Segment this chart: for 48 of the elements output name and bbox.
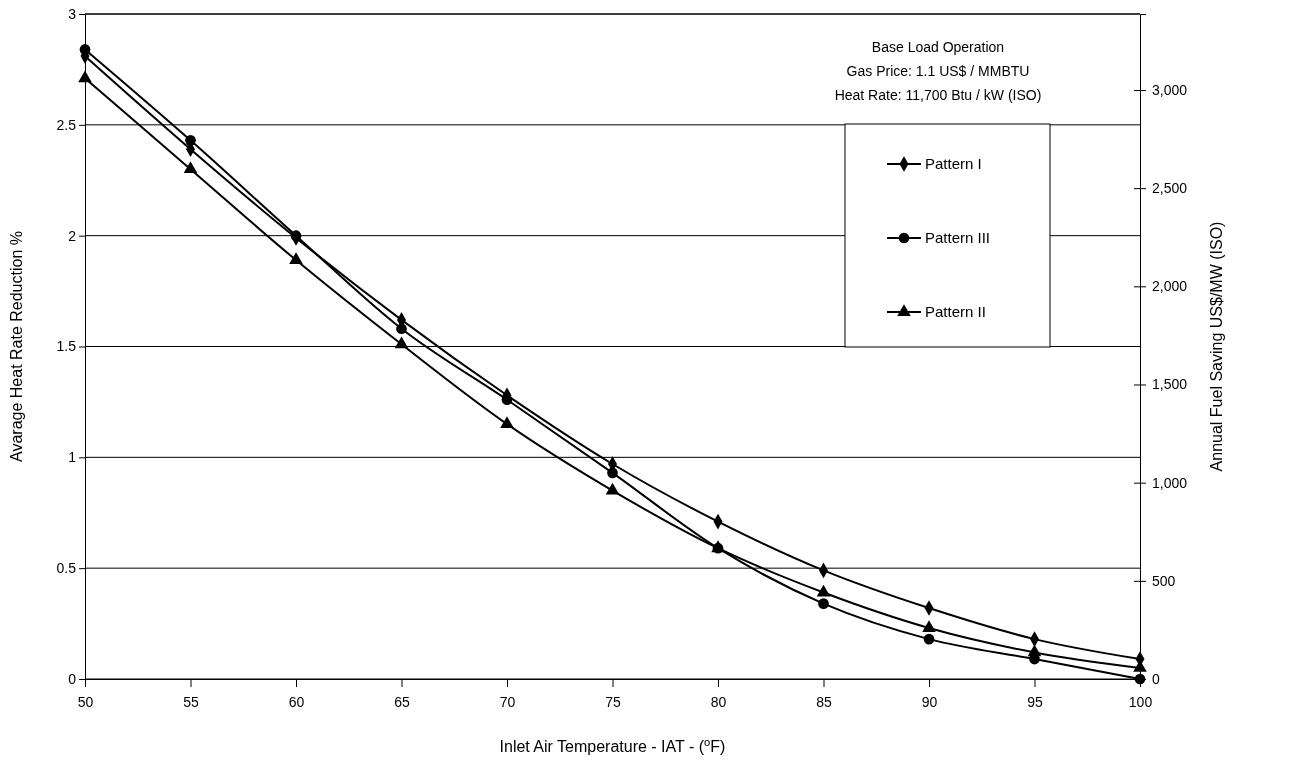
point <box>185 135 196 146</box>
x-tick-label: 60 <box>288 693 305 710</box>
x-tick-label: 80 <box>710 693 727 710</box>
y-tick-label: 1.5 <box>56 338 77 355</box>
point <box>923 633 935 645</box>
x-tick-label: 50 <box>77 693 94 710</box>
point <box>607 467 618 479</box>
x-tick-label: 70 <box>499 693 516 710</box>
y2-axis-title: Annual Fuel Saving US$/MW (ISO) <box>1208 221 1225 472</box>
y2-tick-label: 500 <box>1152 572 1176 589</box>
annotation: Base Load Operation <box>871 39 1005 55</box>
annotation: Gas Price: 1.1 US$ / MMBTU <box>846 63 1030 79</box>
legend-label: Pattern II <box>925 303 986 320</box>
point <box>818 598 829 609</box>
x-tick-label: 65 <box>394 693 410 710</box>
y2-tick-label: 2,500 <box>1152 180 1188 197</box>
y-tick-label: 0 <box>68 670 77 687</box>
point <box>183 161 198 174</box>
x-tick-label: 55 <box>183 693 199 710</box>
y2-tick-label: 0 <box>1152 670 1160 687</box>
legend-label: Pattern III <box>925 229 991 246</box>
point <box>1027 644 1042 657</box>
y-tick-label: 3 <box>68 5 77 22</box>
x-axis-title: Inlet Air Temperature - IAT - ($^{o}$F) <box>499 736 726 755</box>
point <box>289 252 303 264</box>
point <box>500 416 514 429</box>
y-axis-title: Avarage Heat Rate Reduction % <box>8 231 25 462</box>
x-tick-label: 95 <box>1027 693 1043 710</box>
point <box>290 230 302 242</box>
y-tick-label: 2 <box>68 227 77 244</box>
y2-tick-label: 3,000 <box>1152 81 1188 98</box>
x-tick-label: 75 <box>605 693 621 710</box>
point <box>396 323 407 335</box>
y-tick-label: 0.5 <box>56 560 77 577</box>
y2-tick-label: 1,500 <box>1152 376 1188 393</box>
point <box>922 620 936 632</box>
point <box>605 482 620 495</box>
legend-label: Pattern I <box>925 155 982 172</box>
y2-tick-label: 2,000 <box>1152 278 1188 295</box>
point <box>816 584 831 597</box>
x-tick-label: 85 <box>816 693 832 710</box>
x-tick-label: 90 <box>921 693 938 710</box>
point <box>394 336 409 349</box>
y2-tick-label: 1,000 <box>1152 474 1188 491</box>
y-tick-label: 1 <box>68 449 77 466</box>
x-tick-label: 100 <box>1128 693 1153 710</box>
y-tick-label: 2.5 <box>56 116 77 133</box>
annotation: Heat Rate: 11,700 Btu / kW (ISO) <box>834 87 1042 103</box>
